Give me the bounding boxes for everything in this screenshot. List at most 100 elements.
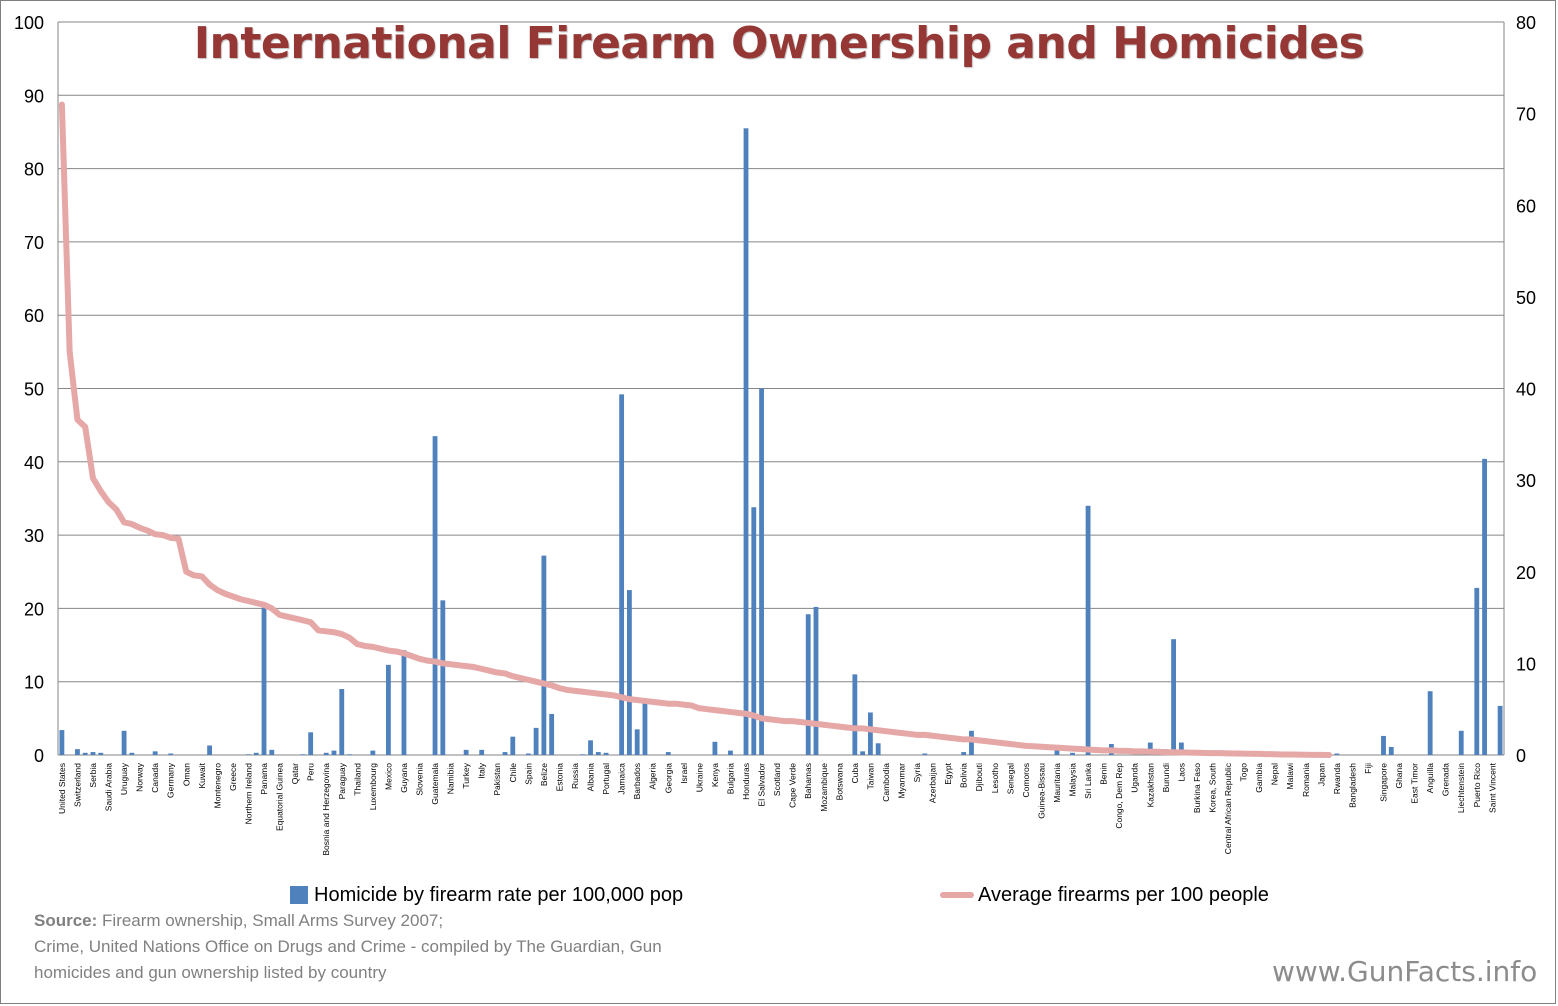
x-tick-label: Uganda [1130,763,1140,793]
bar [728,750,733,755]
bar [665,752,671,755]
y-left-tick-label: 80 [24,160,44,180]
x-tick-label: Peru [306,763,316,781]
x-tick-label: Cuba [850,763,860,784]
source-note: Source: Firearm ownership, Small Arms Su… [34,908,814,986]
bar [308,732,314,755]
bar [401,650,407,755]
bar [440,600,446,755]
x-tick-label: Japan [1316,763,1326,786]
x-tick-label: Uruguay [119,762,129,795]
bar [1178,742,1184,755]
x-tick-label: Egypt [943,762,953,784]
x-tick-label: Equatorial Guinea [275,763,285,831]
x-tick-label: Guatemala [430,763,440,805]
x-tick-label: Guinea-Bissau [1036,763,1046,819]
x-tick-label: Algeria [648,763,658,790]
bar [626,590,632,755]
x-tick-label: Spain [523,763,533,785]
bar [603,752,609,755]
x-tick-label: Malawi [1285,763,1295,790]
bar [432,436,438,755]
x-tick-label: Grenada [1441,763,1451,796]
bar [90,752,96,755]
source-label: Source: [34,911,98,930]
bar [1497,705,1503,755]
bar [261,607,267,755]
x-tick-label: Norway [135,762,145,792]
bar [510,736,516,755]
x-tick-label: Singapore [1379,763,1389,802]
x-tick-label: Anguilla [1425,763,1435,794]
bar [533,727,539,755]
bar [253,752,259,755]
x-tick-label: Oman [181,763,191,786]
legend-item-firearms: Average firearms per 100 people [940,880,1269,910]
bar [759,388,764,755]
x-tick-label: Namibia [446,763,456,794]
x-tick-label: Scotland [772,763,782,796]
x-tick-label: Paraguay [337,762,347,799]
y-left-tick-label: 20 [24,599,44,619]
bar [207,745,213,755]
bar [1458,730,1464,755]
bar [1474,587,1480,755]
bar [59,730,65,755]
bar [331,750,337,755]
y-left-tick-label: 70 [24,233,44,253]
bar [712,741,718,755]
y-left-tick-label: 60 [24,306,44,326]
x-tick-label: Germany [166,762,176,798]
x-tick-label: Portugal [601,763,611,795]
x-tick-label: Northern Ireland [243,763,253,825]
x-tick-label: Honduras [741,763,751,800]
bar [339,689,345,755]
bar [922,753,928,755]
legend-item-homicide: Homicide by firearm rate per 100,000 pop [290,880,683,910]
bar [246,754,251,755]
x-tick-label: Serbia [88,763,98,788]
x-tick-label: Mexico [383,763,393,790]
x-tick-label: Montenegro [212,763,222,809]
bar [588,740,593,755]
y-left-tick-label: 50 [24,380,44,400]
bar [1070,752,1075,755]
bar [1388,746,1394,755]
x-tick-label: Burkina Faso [1192,763,1202,813]
x-tick-label: El Salvador [757,763,767,807]
y-right-tick-label: 80 [1516,13,1536,33]
x-tick-label: Ukraine [694,763,704,793]
x-tick-label: Canada [150,763,160,793]
bar [549,713,555,755]
x-tick-label: Mauritania [1052,763,1062,803]
x-tick-label: Korea, South [1207,763,1217,813]
x-tick-label: Belize [539,763,549,786]
bar [1171,639,1177,755]
bar [813,606,819,755]
bar [1054,747,1060,755]
x-tick-label: Bolivia [959,763,969,788]
bar [1085,505,1091,755]
x-tick-label: Jamaica [617,763,627,795]
y-left-tick-label: 40 [24,453,44,473]
x-tick-label: Bangladesh [1347,763,1357,808]
y-right-tick-label: 20 [1516,563,1536,583]
x-tick-label: Kuwait [197,762,207,788]
bar [619,394,625,755]
x-tick-label: Central African Republic [1223,762,1233,854]
x-tick-label: Benin [1099,763,1109,785]
bar [385,664,391,755]
x-tick-label: Thailand [352,763,362,796]
y-left-tick-label: 90 [24,86,44,106]
x-tick-label: Luxembourg [368,763,378,811]
x-tick-label: Ghana [1394,763,1404,789]
bar [805,614,811,755]
x-tick-label: Italy [477,762,487,778]
bar [961,752,967,755]
bar [98,752,104,755]
bar [82,752,88,755]
x-tick-label: Senegal [1005,763,1015,794]
bar [595,752,601,755]
